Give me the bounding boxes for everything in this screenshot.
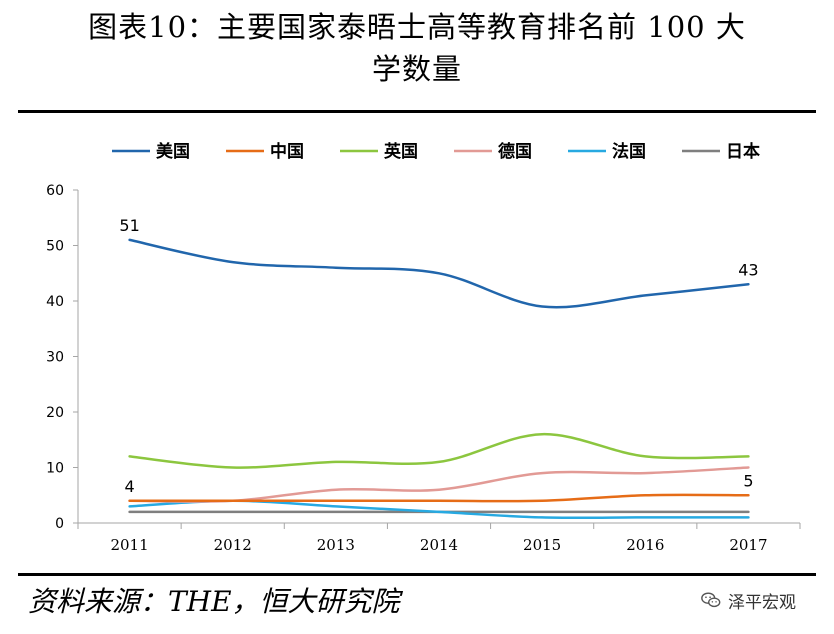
watermark: 泽平宏观 — [700, 585, 796, 615]
legend-label-4: 法国 — [612, 141, 646, 162]
y-tick-label-3: 30 — [46, 350, 64, 366]
chart-title-line2: 学数量 — [371, 52, 462, 86]
data-label-3: 5 — [743, 471, 753, 490]
legend-label-0: 美国 — [156, 141, 190, 162]
x-tick-label-1: 2012 — [214, 536, 252, 554]
x-tick-label-6: 2017 — [729, 536, 767, 554]
legend-label-3: 德国 — [498, 141, 532, 162]
series-line-1 — [128, 493, 750, 503]
chart-title: 图表10：主要国家泰晤士高等教育排名前 100 大 学数量 — [0, 6, 834, 90]
x-tick-label-3: 2014 — [420, 536, 458, 554]
y-tick-label-6: 60 — [46, 183, 64, 199]
legend-label-5: 日本 — [726, 141, 760, 162]
y-tick-label-1: 10 — [46, 461, 64, 477]
y-tick-label-4: 40 — [46, 294, 64, 310]
chart-title-line1: 图表10：主要国家泰晤士高等教育排名前 100 大 — [88, 10, 746, 44]
line-chart: 美国 中国 英国 德国 法国 日本 0 10 20 30 40 50 60 2011 2012 2013 201… — [46, 141, 801, 554]
watermark-text: 泽平宏观 — [728, 592, 796, 613]
y-tick-label-2: 20 — [46, 405, 64, 421]
wechat-icon — [701, 592, 721, 608]
series-line-4 — [128, 499, 750, 520]
series-line-3 — [128, 466, 750, 503]
data-label-1: 43 — [738, 260, 758, 279]
series-line-0 — [128, 238, 750, 309]
series-line-2 — [128, 432, 750, 469]
bottom-rule — [18, 573, 816, 576]
y-tick-label-0: 0 — [55, 516, 64, 532]
data-label-2: 4 — [124, 477, 134, 496]
y-tick-label-5: 50 — [46, 239, 64, 255]
source-note: 资料来源：THE，恒大研究院 — [28, 585, 400, 618]
x-tick-label-5: 2016 — [626, 536, 664, 554]
legend-label-2: 英国 — [384, 141, 418, 162]
legend-label-1: 中国 — [270, 141, 304, 162]
x-tick-label-0: 2011 — [110, 536, 148, 554]
top-rule — [18, 110, 816, 113]
x-tick-label-4: 2015 — [523, 536, 561, 554]
data-label-0: 51 — [119, 216, 139, 235]
x-tick-label-2: 2013 — [317, 536, 355, 554]
